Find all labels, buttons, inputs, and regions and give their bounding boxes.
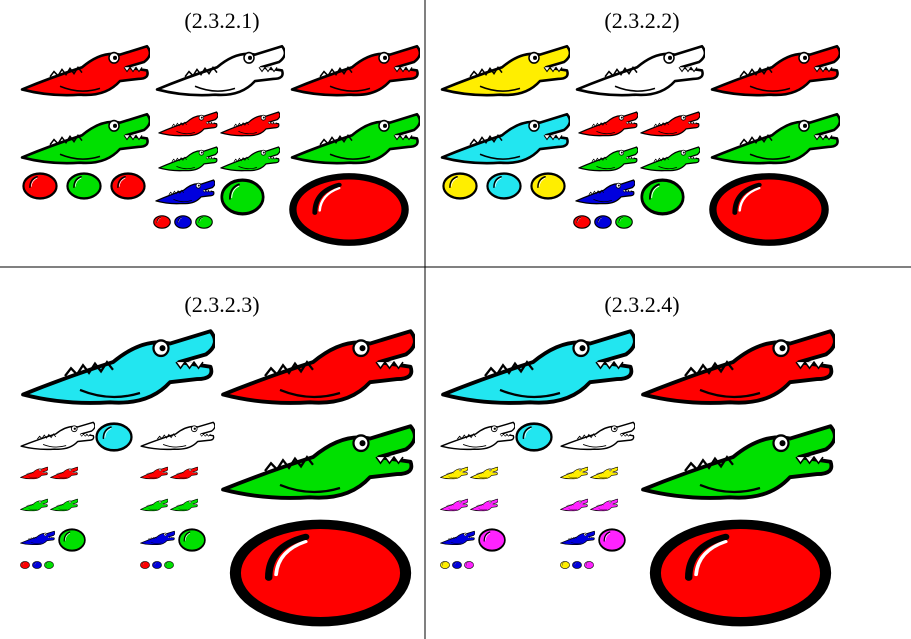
egg [152, 561, 161, 568]
egg [67, 174, 100, 199]
egg [175, 216, 192, 228]
alligator [440, 499, 468, 511]
egg [44, 561, 53, 568]
alligator [442, 46, 570, 95]
alligator [221, 112, 280, 136]
alligator [156, 180, 215, 204]
alligator [590, 467, 618, 479]
alligator [641, 147, 700, 171]
alligator [590, 499, 618, 511]
panel-label: (2.3.2.4) [604, 292, 679, 317]
alligator [577, 46, 705, 95]
egg [584, 561, 593, 568]
alligator [159, 112, 218, 136]
alligator [712, 114, 840, 163]
alligator [470, 499, 498, 511]
alligator [140, 467, 168, 479]
panel-label: (2.3.2.1) [184, 8, 259, 33]
alligator [470, 467, 498, 479]
egg [655, 524, 825, 621]
egg [642, 180, 683, 214]
alligator [50, 499, 78, 511]
alligator [576, 180, 635, 204]
egg [443, 174, 476, 199]
egg [531, 174, 564, 199]
egg [59, 529, 85, 550]
egg [479, 529, 505, 550]
alligator [20, 499, 48, 511]
egg [111, 174, 144, 199]
alligator [22, 46, 150, 95]
egg [464, 561, 473, 568]
egg [23, 174, 56, 199]
alligator [50, 467, 78, 479]
egg [440, 561, 449, 568]
egg [164, 561, 173, 568]
egg [574, 216, 591, 228]
alligator [20, 467, 48, 479]
diagram: (2.3.2.1) (2.3.2.2) (2.3.2.3) (2.3.2.4) [0, 0, 911, 639]
egg [560, 561, 569, 568]
alligator [292, 114, 420, 163]
egg [517, 424, 552, 451]
egg [97, 424, 132, 451]
egg [222, 180, 263, 214]
alligator [712, 46, 840, 95]
panel-label: (2.3.2.2) [604, 8, 679, 33]
alligator [292, 46, 420, 95]
alligator [159, 147, 218, 171]
alligator [23, 331, 215, 403]
egg [32, 561, 41, 568]
egg [179, 529, 205, 550]
egg [140, 561, 149, 568]
alligator [441, 422, 515, 449]
alligator [443, 331, 635, 403]
alligator [140, 499, 168, 511]
alligator [560, 499, 588, 511]
egg [595, 216, 612, 228]
alligator [441, 531, 475, 545]
alligator [440, 467, 468, 479]
egg [616, 216, 633, 228]
alligator [560, 467, 588, 479]
panel-label: (2.3.2.3) [184, 292, 259, 317]
egg [293, 176, 405, 242]
alligator [221, 147, 280, 171]
alligator [643, 426, 835, 498]
alligator [170, 499, 198, 511]
alligator [579, 147, 638, 171]
egg [487, 174, 520, 199]
page: (2.3.2.1) (2.3.2.2) (2.3.2.3) (2.3.2.4) … [0, 0, 911, 639]
alligator [442, 114, 570, 163]
alligator [561, 531, 595, 545]
egg [713, 176, 825, 242]
alligator [141, 531, 175, 545]
egg [452, 561, 461, 568]
alligator [561, 422, 635, 449]
alligator [579, 112, 638, 136]
egg [196, 216, 213, 228]
alligator [170, 467, 198, 479]
alligator [641, 112, 700, 136]
alligator [643, 331, 835, 403]
egg [235, 524, 405, 621]
alligator [21, 531, 55, 545]
alligator [223, 331, 415, 403]
alligator [21, 422, 95, 449]
egg [154, 216, 171, 228]
alligator [157, 46, 285, 95]
egg [20, 561, 29, 568]
alligator [223, 426, 415, 498]
egg [572, 561, 581, 568]
alligator [141, 422, 215, 449]
alligator [22, 114, 150, 163]
egg [599, 529, 625, 550]
